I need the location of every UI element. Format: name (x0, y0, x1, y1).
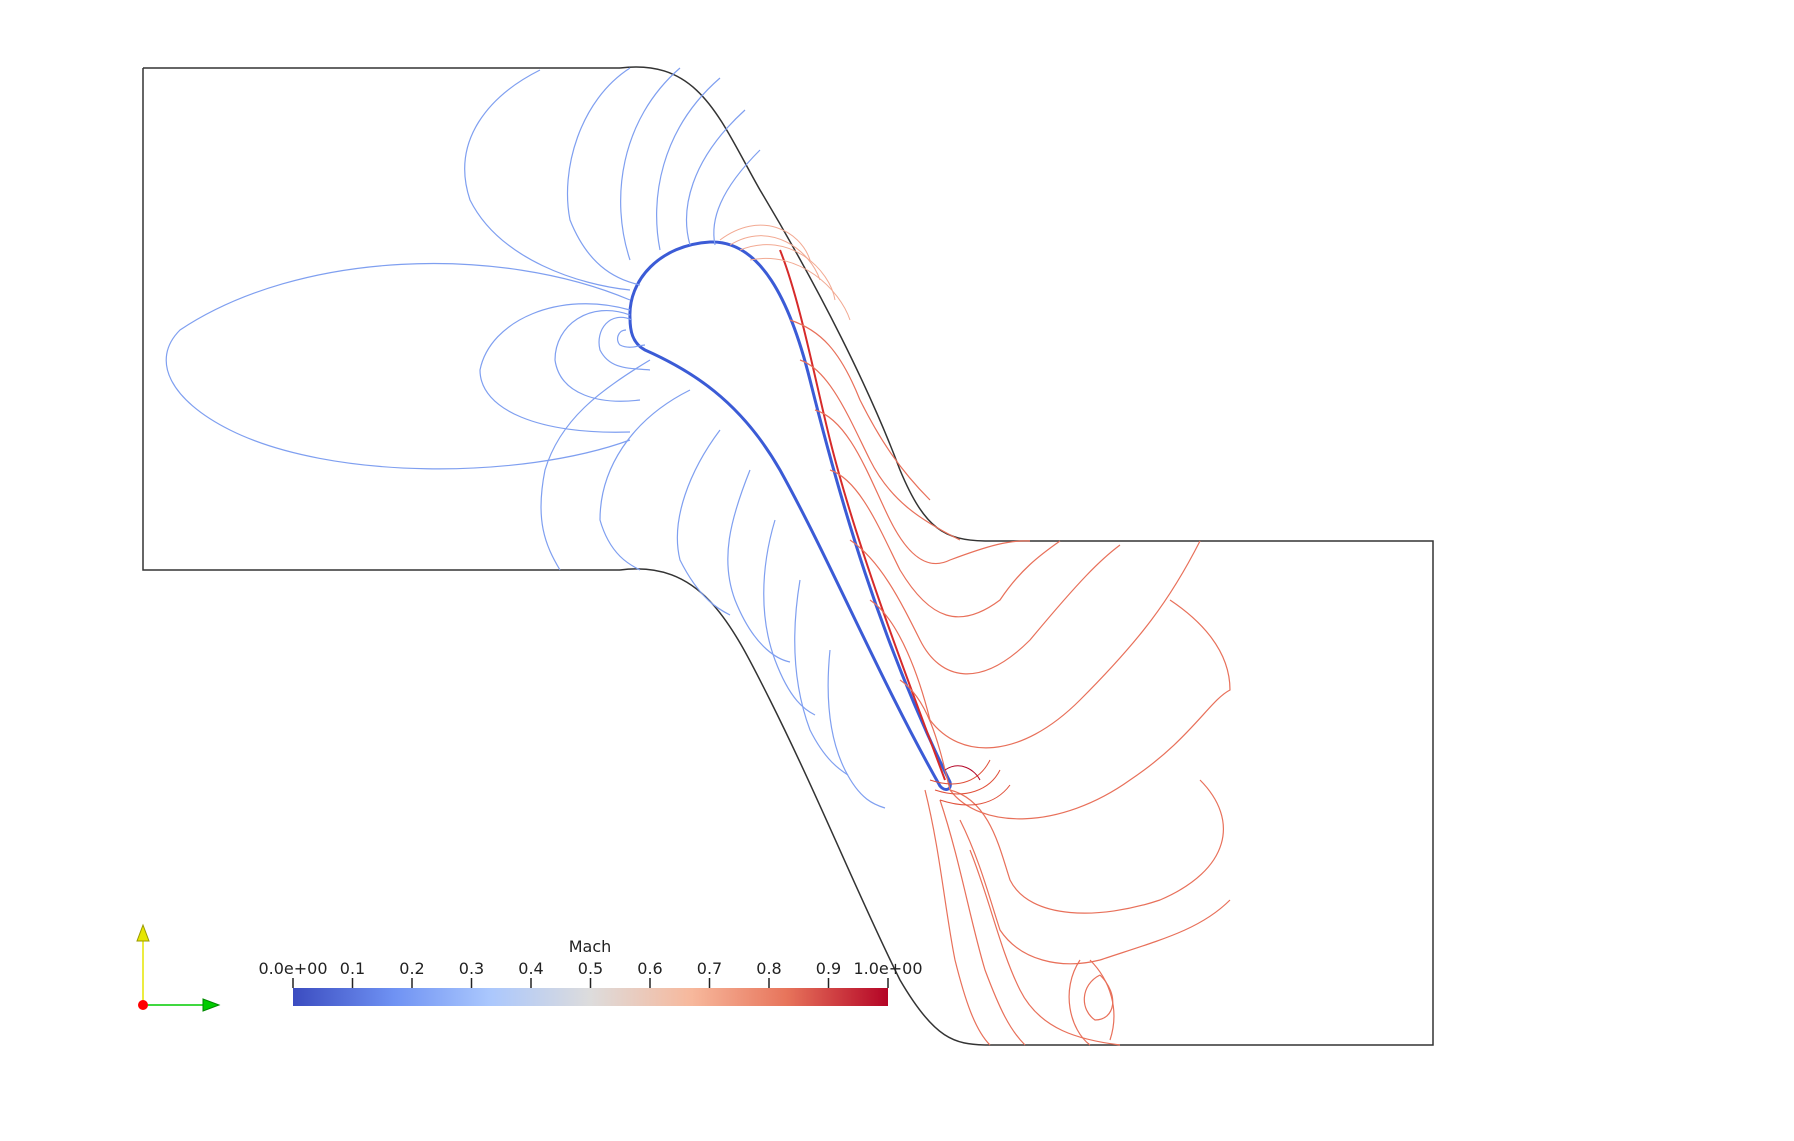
colorbar-legend: Mach 0.0e+00 0.1 0.2 0.3 0.4 0.5 0.6 0.7 0.8 0.9 1… (258, 937, 923, 1006)
colorbar-tick-label: 0.0e+00 (258, 959, 327, 978)
mach-contours-dense (719, 224, 1011, 806)
upper-periodic-boundary (619, 66, 986, 542)
colorbar-tick-label: 0.2 (399, 959, 424, 978)
domain-outline (142, 66, 1434, 1046)
colorbar-tick-label: 0.9 (816, 959, 841, 978)
colorbar-tick-label: 1.0e+00 (853, 959, 922, 978)
colorbar-tick-label: 0.3 (459, 959, 484, 978)
blade-surface (628, 240, 952, 791)
orientation-axes (136, 923, 221, 1012)
pressure-side-red (779, 249, 946, 781)
colorbar-tick-label: 0.7 (697, 959, 722, 978)
lower-periodic-boundary (619, 568, 986, 1046)
colorbar-ticks: 0.0e+00 0.1 0.2 0.3 0.4 0.5 0.6 0.7 0.8 0.9 1.0e+0… (258, 959, 923, 988)
colorbar-tick-label: 0.1 (340, 959, 365, 978)
colorbar-title: Mach (569, 937, 612, 956)
axis-y-arrow-icon (136, 923, 150, 942)
inlet-boundary (142, 68, 620, 571)
mach-contours-red (789, 319, 1231, 1046)
colorbar-tick-label: 0.4 (518, 959, 543, 978)
outlet-boundary (985, 540, 1434, 1046)
colorbar-gradient (293, 988, 888, 1006)
axis-z-dot-icon (138, 1000, 148, 1010)
colorbar-tick-label: 0.6 (637, 959, 662, 978)
turbine-blade (628, 240, 952, 791)
mach-contours-blue (165, 67, 886, 809)
colorbar-tick-label: 0.5 (578, 959, 603, 978)
colorbar-tick-label: 0.8 (756, 959, 781, 978)
axis-x-arrow-icon (202, 998, 221, 1012)
